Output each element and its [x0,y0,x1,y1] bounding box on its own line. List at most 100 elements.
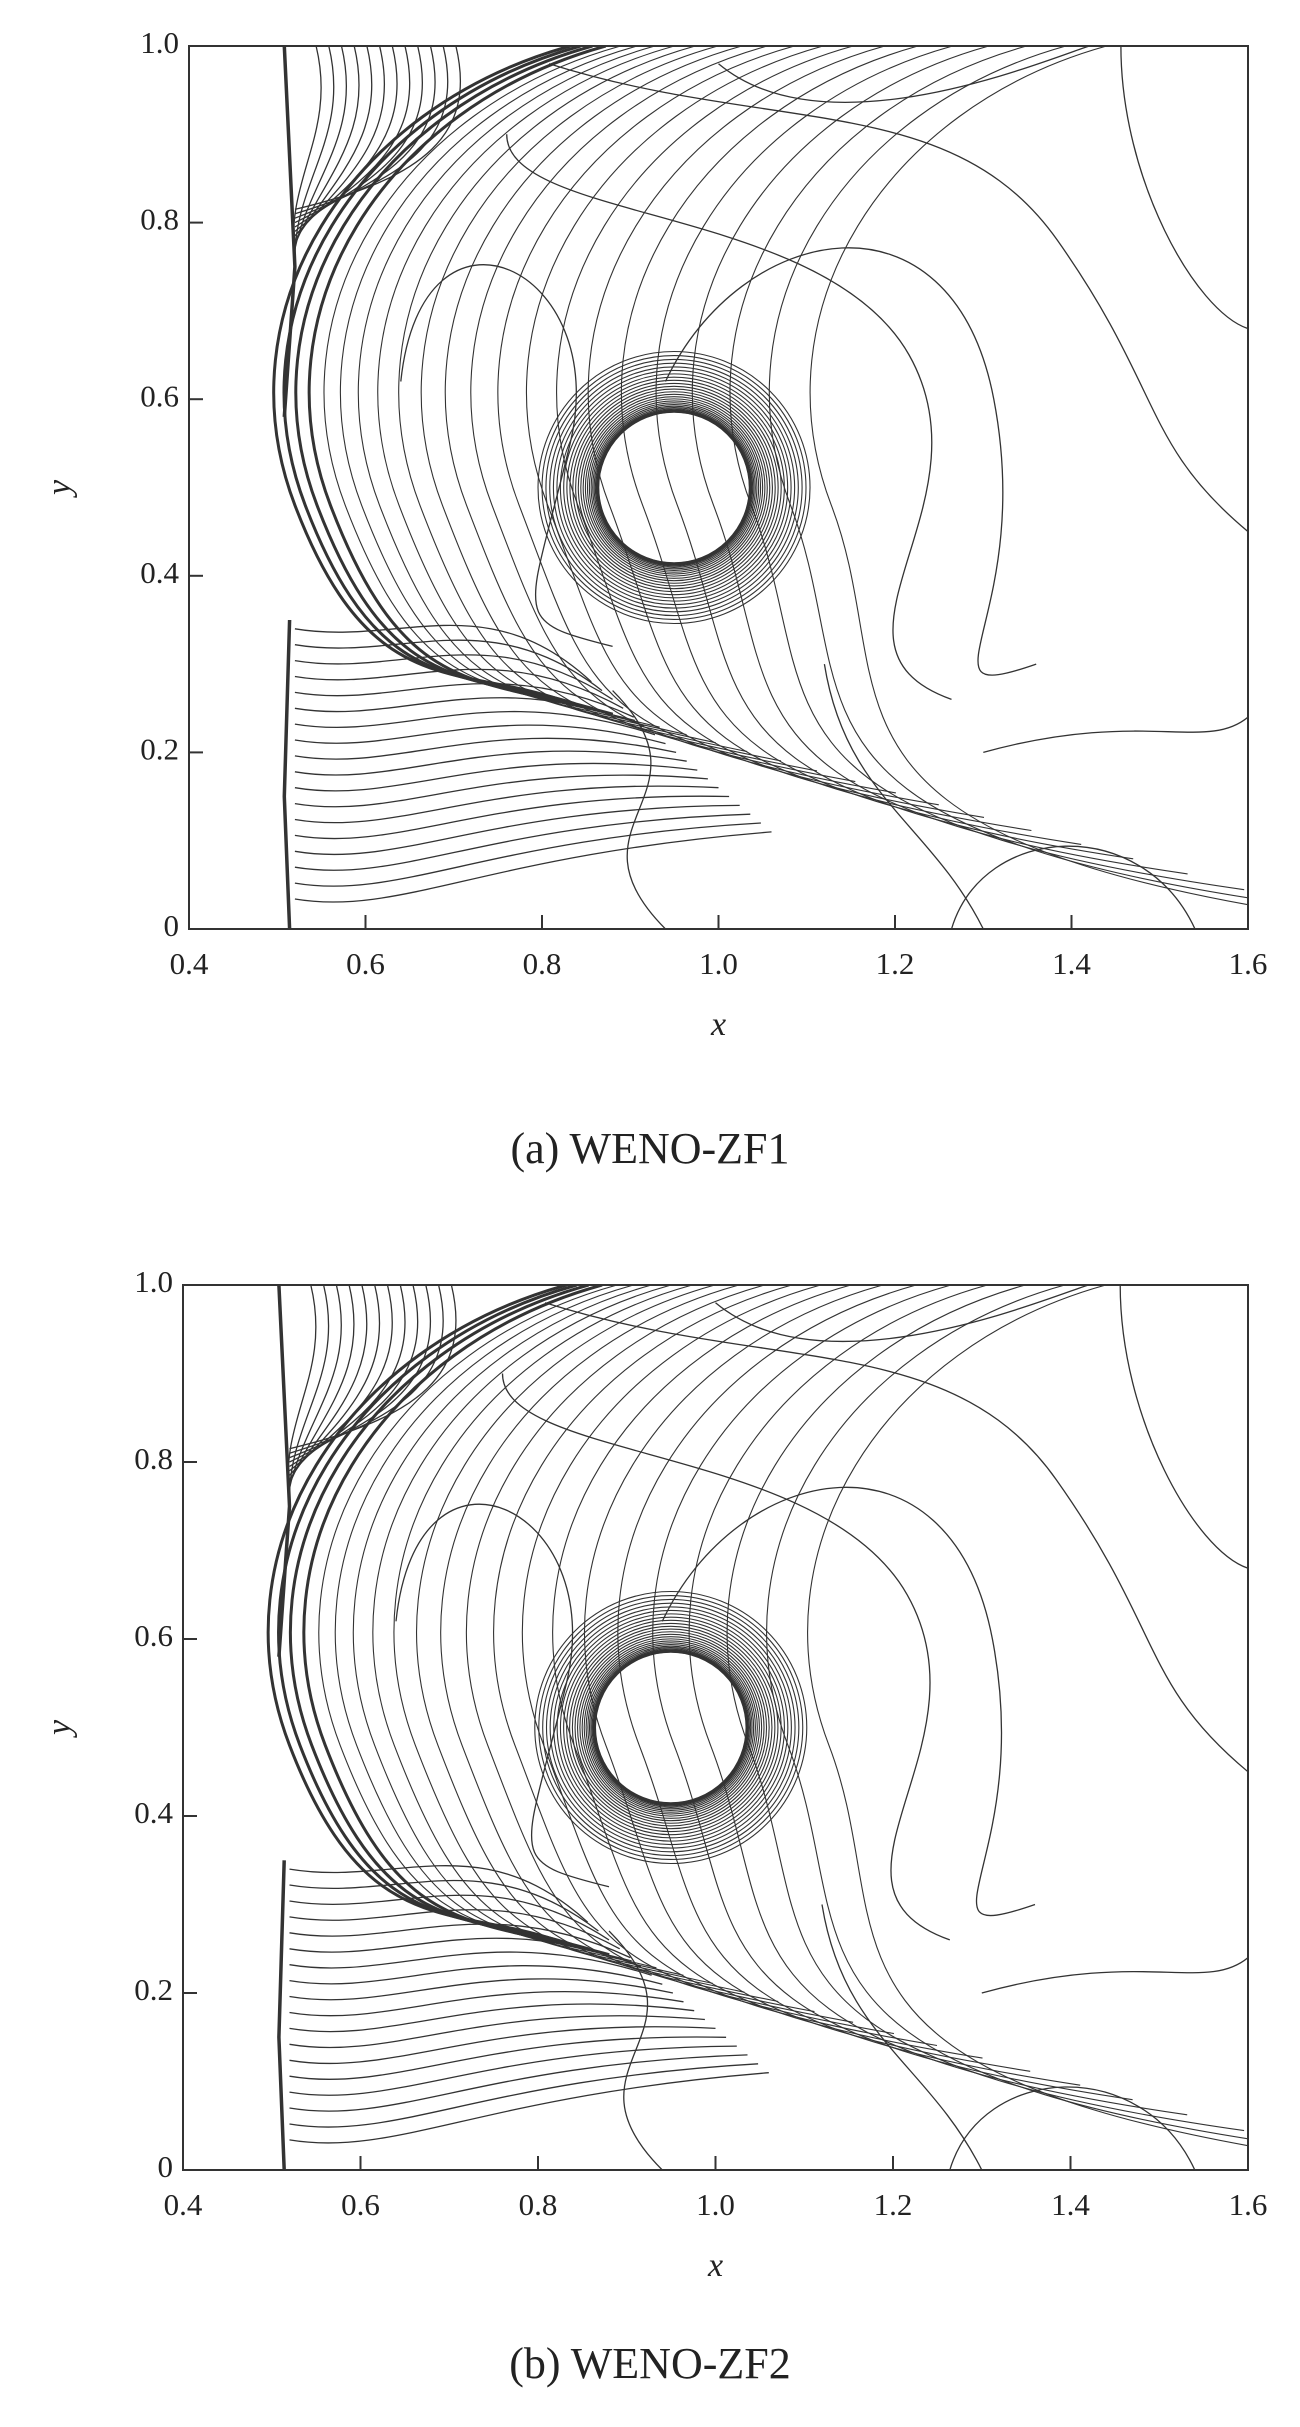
contour-line [294,46,461,211]
contour-line [470,46,856,783]
contour-line [400,264,613,648]
contour-line [534,1590,808,1865]
contour-line [288,1285,355,1485]
contour-line [541,354,807,621]
contour-line [294,46,449,215]
contour-line [294,624,592,683]
contour-line [277,1860,286,2170]
contour-line [294,46,436,219]
contour-line [548,63,1248,533]
contour-line [282,619,292,929]
contour-line [357,46,687,736]
x-tick-label: 0.4 [164,2187,203,2222]
contour-line [289,1923,631,1959]
contour-line [542,1598,800,1857]
y-tick-label: 0.4 [134,1795,173,1830]
contour-line [525,46,939,806]
contour-line [538,1594,804,1861]
y-tick-label: 1.0 [140,25,179,60]
contour-line [318,1285,632,1962]
contour-line [580,393,768,582]
contour-line [981,1957,1248,1994]
contour-line [294,697,645,727]
contour-line [585,1642,756,1813]
contour-line [282,46,297,418]
contour-line [465,1285,854,2023]
contour-line [289,1965,663,1985]
x-tick-label: 1.0 [696,2187,735,2222]
contour-line [395,1503,610,1888]
contour-line [592,1649,749,1806]
contour-line [289,2054,748,2112]
contour-line [545,1602,796,1853]
contour-line [726,1285,1245,2132]
contour-line [289,1865,589,1923]
contour-line [289,1937,642,1968]
contour-line [556,369,792,606]
contour-line [294,710,656,736]
contour-line [569,1625,773,1830]
contour-line [569,382,779,593]
caption: (a) WENO-ZF1 [511,1124,790,1173]
contour-line [294,639,603,692]
contour-line [559,1616,782,1839]
contour-line [1119,1285,1248,1569]
contour-line [949,2086,1196,2170]
contour-line [592,405,756,570]
contour-line [566,379,782,596]
x-tick-label: 1.2 [876,946,915,981]
contour-line [768,46,1248,899]
contour-line [593,1649,749,1806]
contour-line [398,46,748,753]
contour-line [691,46,1188,875]
contour-line [289,1285,444,1454]
contour-line [549,1606,792,1849]
contour-line [294,762,698,792]
contour-line [294,46,347,250]
contour-line [289,1285,457,1450]
y-tick-label: 0 [164,908,180,943]
contour-line [497,46,896,794]
contour-line [352,1285,684,1976]
contour-line [595,409,753,566]
contour-line [289,2003,695,2033]
contour-line [950,845,1196,929]
contour-field [272,46,1248,929]
contour-line [289,1879,599,1932]
contour-line [287,1285,317,1498]
contour-line [582,396,766,579]
contour-line [292,46,322,258]
contour-line [289,1951,652,1976]
contour-line [416,1285,779,2003]
contour-line [592,1649,749,1806]
y-tick-label: 0.8 [140,202,179,237]
contour-line [572,385,776,590]
contour-line [593,407,755,568]
contour-line [289,1285,419,1463]
contour-line [809,46,1248,906]
x-tick-label: 1.0 [699,946,738,981]
contour-line [294,750,687,776]
contour-line [556,46,985,818]
y-tick-label: 0.4 [140,555,179,590]
contour-line [289,2045,737,2096]
contour-line [983,716,1248,754]
contour-line [323,46,636,721]
contour-line [563,1619,779,1836]
contour-line [552,1285,983,2059]
contour-line [294,46,360,245]
contour-line [612,690,666,929]
contour-line [289,1285,431,1459]
contour-line [566,1622,776,1833]
contour-line [581,1638,760,1817]
y-axis-label: y [41,1719,78,1738]
contour-line [294,785,719,824]
contour-line [588,402,760,573]
contour-line [294,683,635,718]
contour-line [294,813,751,871]
contour-line [289,1991,684,2017]
y-tick-label: 0.2 [140,732,179,767]
x-tick-label: 1.6 [1229,946,1268,981]
contour-line [583,1285,1031,2072]
contour-line [574,1631,768,1824]
